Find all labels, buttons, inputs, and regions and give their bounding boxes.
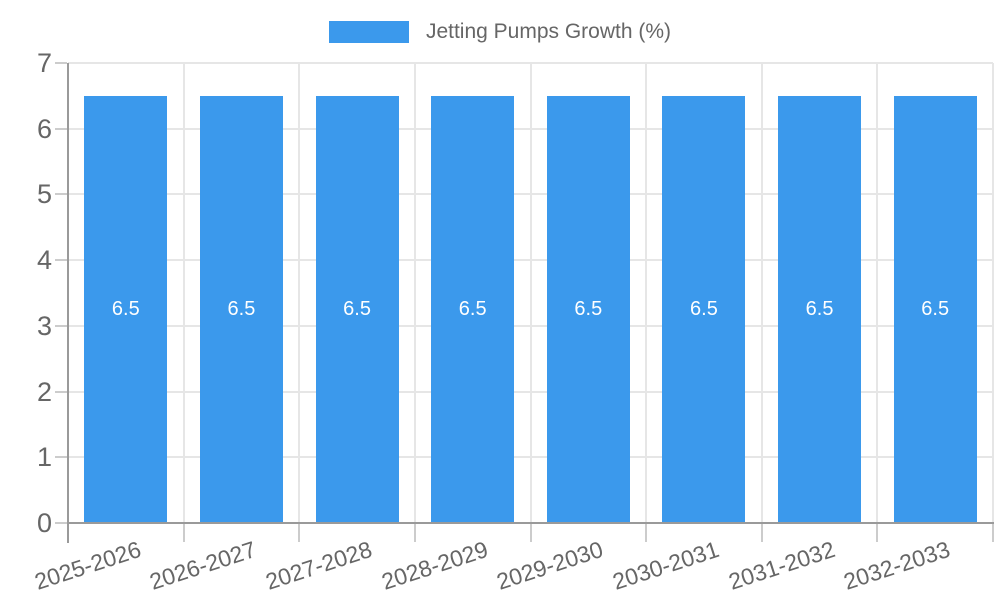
y-axis-tick-label: 2 (36, 376, 52, 407)
bar[interactable] (662, 95, 746, 522)
x-gridline (876, 63, 879, 523)
x-gridline (529, 63, 532, 523)
y-axis-line (67, 63, 69, 543)
y-tick-mark (55, 127, 67, 130)
x-tick-mark (876, 524, 879, 542)
legend-label: Jetting Pumps Growth (%) (425, 20, 672, 43)
bar-value-label: 6.5 (805, 298, 834, 321)
y-axis-tick-label: 6 (36, 113, 52, 144)
x-gridline (760, 63, 763, 523)
x-axis-tick-label: 2027-2028 (262, 536, 376, 595)
bar[interactable] (199, 95, 283, 522)
x-tick-mark (760, 524, 763, 542)
bar-value-label: 6.5 (343, 298, 371, 321)
x-axis-tick-label: 2028-2029 (378, 536, 491, 595)
bar-value-label: 6.5 (921, 298, 950, 321)
legend-color-swatch (328, 21, 409, 43)
x-tick-mark (645, 524, 648, 542)
y-axis-tick-label: 1 (36, 442, 52, 473)
y-axis-tick-label: 4 (36, 245, 52, 276)
x-gridline (992, 63, 994, 523)
x-axis-tick-label: 2026-2027 (146, 536, 260, 595)
y-tick-mark (55, 390, 67, 393)
y-tick-mark (55, 259, 67, 262)
x-gridline (645, 63, 648, 523)
x-tick-mark (529, 524, 532, 542)
y-tick-mark (55, 193, 67, 196)
bar-value-label: 6.5 (111, 298, 140, 321)
bar[interactable] (546, 95, 630, 522)
x-axis-tick-label: 2031-2032 (724, 536, 838, 595)
bar-value-label: 6.5 (458, 298, 487, 321)
x-gridline (298, 63, 301, 523)
y-axis-tick-label: 7 (36, 48, 52, 78)
x-axis-tick-label: 2032-2033 (840, 536, 954, 595)
bar-value-label: 6.5 (574, 298, 603, 321)
y-tick-mark (55, 456, 67, 459)
bar[interactable] (315, 95, 399, 522)
x-axis-tick-label: 2030-2031 (609, 536, 722, 595)
x-axis-tick-label: 2029-2030 (493, 536, 607, 595)
x-axis-line (67, 522, 994, 524)
y-axis-tick-label: 3 (36, 310, 52, 341)
bar-value-label: 6.5 (690, 298, 718, 321)
y-tick-mark (55, 522, 67, 524)
x-tick-mark (298, 524, 301, 542)
y-tick-mark (55, 324, 67, 327)
x-axis-tick-label: 2025-2026 (31, 536, 144, 595)
bar[interactable] (893, 95, 977, 522)
bar[interactable] (431, 95, 515, 522)
y-axis-tick-label: 0 (36, 508, 52, 538)
x-tick-mark (182, 524, 185, 542)
x-gridline (413, 63, 416, 523)
y-axis-tick-label: 5 (36, 179, 52, 210)
x-gridline (182, 63, 185, 523)
bar[interactable] (778, 95, 862, 522)
x-tick-mark (413, 524, 416, 542)
chart-legend: Jetting Pumps Growth (%) (0, 19, 1000, 45)
legend-item[interactable]: Jetting Pumps Growth (%) (328, 19, 672, 45)
y-tick-mark (55, 62, 67, 64)
bar-value-label: 6.5 (227, 298, 256, 321)
bar[interactable] (84, 95, 168, 522)
x-tick-mark (992, 524, 994, 542)
